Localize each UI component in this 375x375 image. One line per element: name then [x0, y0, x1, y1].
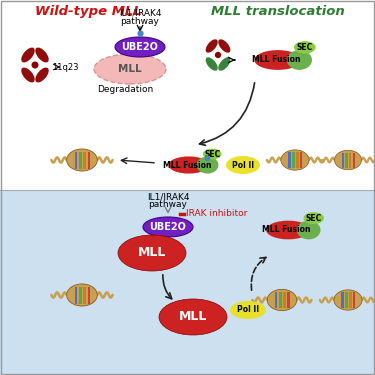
Ellipse shape [294, 41, 316, 54]
Ellipse shape [168, 156, 209, 174]
Bar [300, 152, 302, 168]
Ellipse shape [334, 290, 362, 310]
Bar [349, 153, 351, 168]
Text: IRAK inhibitor: IRAK inhibitor [186, 210, 248, 219]
Ellipse shape [67, 284, 97, 306]
Text: MLL Fusion: MLL Fusion [262, 225, 311, 234]
Ellipse shape [226, 156, 260, 174]
Bar [292, 152, 295, 168]
Ellipse shape [267, 290, 297, 310]
Bar [342, 153, 344, 168]
Bar [79, 152, 82, 168]
Text: MLL: MLL [138, 246, 166, 259]
Bar [288, 152, 291, 168]
Bar [0, 190, 375, 375]
Ellipse shape [196, 156, 218, 174]
Text: Degradation: Degradation [97, 85, 153, 94]
Bar [83, 152, 86, 168]
Text: SEC: SEC [306, 214, 322, 223]
Bar [287, 292, 290, 308]
Ellipse shape [303, 212, 324, 224]
Bar [87, 286, 90, 303]
Bar [279, 292, 282, 308]
Ellipse shape [203, 148, 222, 159]
Ellipse shape [218, 57, 230, 71]
Ellipse shape [94, 54, 166, 84]
Text: UBE2O: UBE2O [150, 222, 186, 232]
Text: SEC: SEC [204, 150, 220, 159]
Ellipse shape [281, 150, 309, 170]
Ellipse shape [218, 39, 230, 53]
Ellipse shape [118, 235, 186, 271]
Text: MLL Fusion: MLL Fusion [163, 160, 211, 170]
Ellipse shape [21, 68, 35, 82]
Bar [345, 153, 348, 168]
Text: MLL translocation: MLL translocation [211, 5, 345, 18]
Bar [341, 292, 344, 308]
Circle shape [215, 52, 221, 58]
Ellipse shape [35, 68, 49, 82]
Ellipse shape [67, 149, 97, 171]
Text: Pol II: Pol II [237, 306, 259, 315]
Ellipse shape [297, 220, 321, 239]
Ellipse shape [35, 48, 49, 63]
Text: 11q23: 11q23 [52, 63, 78, 72]
Ellipse shape [159, 299, 227, 335]
Bar [353, 292, 356, 308]
Bar [0, 0, 375, 190]
Ellipse shape [254, 50, 301, 70]
Ellipse shape [21, 48, 35, 63]
Text: pathway: pathway [148, 200, 188, 209]
Bar [79, 286, 82, 303]
Bar [87, 152, 90, 168]
Text: Wild-type MLL: Wild-type MLL [34, 5, 141, 18]
Ellipse shape [206, 39, 218, 53]
Text: IL1/IRAK4: IL1/IRAK4 [147, 192, 189, 201]
Circle shape [32, 62, 39, 69]
Ellipse shape [206, 57, 218, 71]
Text: Pol II: Pol II [232, 160, 254, 170]
Text: IL1/IRAK4: IL1/IRAK4 [119, 9, 161, 18]
Bar [75, 286, 77, 303]
Bar [296, 152, 298, 168]
Text: pathway: pathway [121, 17, 159, 26]
Text: MLL: MLL [118, 64, 142, 74]
Bar [83, 286, 86, 303]
Ellipse shape [143, 217, 193, 237]
Ellipse shape [115, 37, 165, 57]
Text: SEC: SEC [297, 43, 313, 52]
Bar [353, 153, 355, 168]
Ellipse shape [287, 50, 312, 70]
Ellipse shape [230, 301, 266, 319]
Bar [283, 292, 286, 308]
Bar [75, 152, 77, 168]
Text: UBE2O: UBE2O [122, 42, 158, 52]
Bar [349, 292, 351, 308]
Ellipse shape [334, 150, 362, 170]
Ellipse shape [266, 220, 310, 239]
Text: MLL Fusion: MLL Fusion [252, 56, 300, 64]
Bar [345, 292, 348, 308]
Bar [275, 292, 278, 308]
Text: MLL: MLL [179, 310, 207, 324]
